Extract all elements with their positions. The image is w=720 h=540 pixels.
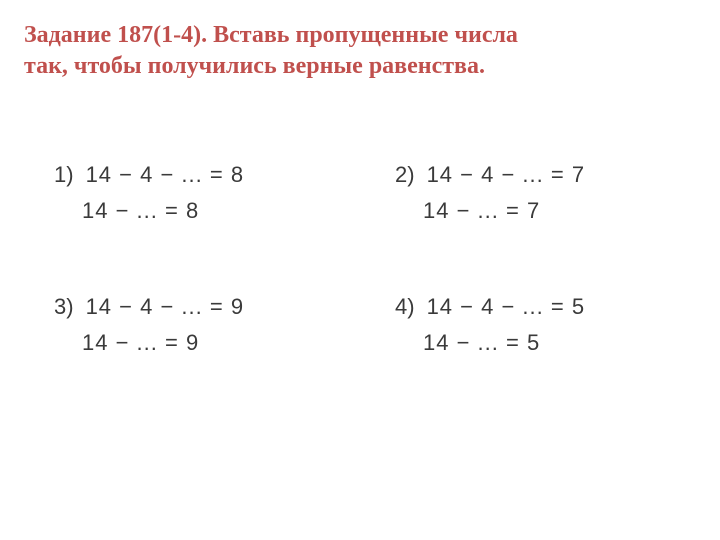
equation-line1: 14 − 4 − ... = 5 <box>427 294 586 320</box>
problem-row: 14 − ... = 7 <box>395 198 696 224</box>
equation-line2: 14 − ... = 5 <box>423 330 540 356</box>
equation-line1: 14 − 4 − ... = 8 <box>86 162 245 188</box>
problem-label: 4) <box>395 294 415 320</box>
problem-1: 1) 14 − 4 − ... = 8 14 − ... = 8 <box>54 162 355 224</box>
title-line2: так, чтобы получились верные равенства. <box>24 51 696 82</box>
problem-label: 1) <box>54 162 74 188</box>
problem-3: 3) 14 − 4 − ... = 9 14 − ... = 9 <box>54 294 355 356</box>
problem-label: 3) <box>54 294 74 320</box>
task-title: Задание 187(1-4). Вставь пропущенные чис… <box>24 20 696 82</box>
problem-2: 2) 14 − 4 − ... = 7 14 − ... = 7 <box>395 162 696 224</box>
problem-row: 1) 14 − 4 − ... = 8 <box>54 162 355 188</box>
problem-row: 14 − ... = 9 <box>54 330 355 356</box>
equation-line2: 14 − ... = 7 <box>423 198 540 224</box>
problems-grid: 1) 14 − 4 − ... = 8 14 − ... = 8 2) 14 −… <box>24 162 696 356</box>
title-line1: Задание 187(1-4). Вставь пропущенные чис… <box>24 20 696 51</box>
problem-row: 2) 14 − 4 − ... = 7 <box>395 162 696 188</box>
equation-line1: 14 − 4 − ... = 9 <box>86 294 245 320</box>
problem-row: 14 − ... = 5 <box>395 330 696 356</box>
problem-row: 14 − ... = 8 <box>54 198 355 224</box>
equation-line1: 14 − 4 − ... = 7 <box>427 162 586 188</box>
problem-row: 4) 14 − 4 − ... = 5 <box>395 294 696 320</box>
problem-label: 2) <box>395 162 415 188</box>
problem-row: 3) 14 − 4 − ... = 9 <box>54 294 355 320</box>
problem-4: 4) 14 − 4 − ... = 5 14 − ... = 5 <box>395 294 696 356</box>
equation-line2: 14 − ... = 8 <box>82 198 199 224</box>
equation-line2: 14 − ... = 9 <box>82 330 199 356</box>
